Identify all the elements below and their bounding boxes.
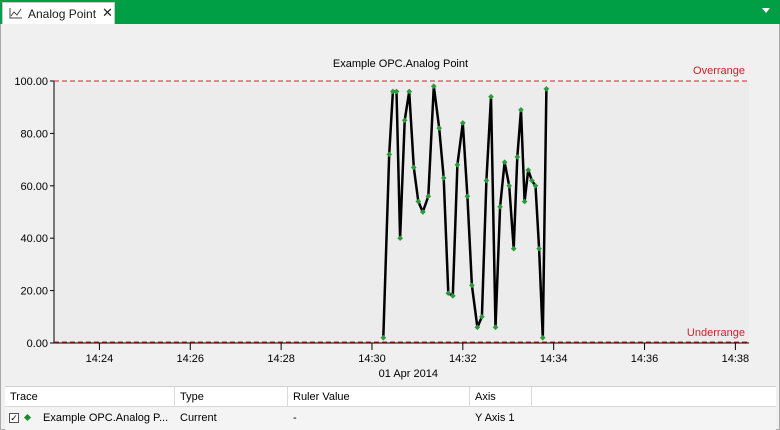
data-point — [459, 120, 466, 126]
data-point — [450, 293, 456, 299]
data-point — [525, 167, 532, 173]
tab-analog-point[interactable]: Analog Point ✕ — [2, 2, 115, 24]
y-tick-label: 60.00 — [20, 181, 48, 193]
data-point — [543, 86, 550, 92]
trace-marker-icon — [23, 413, 32, 422]
chart-area[interactable]: Overrange Underrange Example OPC.Analog … — [5, 49, 776, 383]
table-row[interactable]: ✓ Example OPC.Analog P... Current - Y Ax… — [5, 408, 776, 428]
data-point — [501, 159, 508, 166]
data-point — [483, 177, 490, 184]
data-point — [401, 117, 408, 124]
data-point — [406, 88, 413, 95]
data-point — [518, 106, 524, 113]
data-point — [510, 245, 517, 252]
close-icon[interactable]: ✕ — [102, 5, 113, 20]
data-point — [497, 203, 503, 210]
x-tick-label: 14:34 — [540, 353, 568, 365]
x-tick-label: 14:30 — [358, 353, 386, 365]
column-header-trace[interactable]: Trace — [5, 387, 175, 407]
series-line — [382, 84, 548, 340]
data-point — [386, 151, 393, 158]
line-chart-icon — [9, 8, 22, 19]
underrange-label: Underrange — [687, 327, 745, 339]
x-axis-label: 01 Apr 2014 — [379, 368, 438, 380]
data-point — [474, 324, 481, 331]
chevron-down-icon[interactable] — [762, 8, 770, 13]
data-point — [532, 182, 539, 189]
data-point — [445, 290, 452, 297]
column-header-ruler-value[interactable]: Ruler Value — [288, 387, 470, 407]
data-point — [506, 182, 512, 189]
data-point — [390, 88, 396, 95]
y-tick-label: 40.00 — [20, 233, 48, 245]
column-header-axis[interactable]: Axis — [470, 387, 532, 407]
y-tick-label: 0.00 — [27, 338, 48, 350]
data-point — [397, 235, 403, 242]
data-point — [410, 164, 417, 171]
data-point — [539, 334, 546, 341]
data-point — [425, 193, 432, 200]
trace-type: Current — [180, 412, 217, 424]
data-point — [479, 313, 485, 320]
x-tick-label: 14:28 — [267, 353, 295, 365]
overrange-label: Overrange — [693, 65, 745, 77]
data-point — [415, 198, 422, 205]
data-point — [440, 175, 447, 181]
data-point — [492, 324, 499, 331]
data-point — [393, 88, 400, 95]
tab-bar: Analog Point ✕ — [0, 0, 780, 24]
trace-table: Trace Type Ruler Value Axis ✓ Example OP… — [5, 386, 776, 430]
data-point — [436, 125, 443, 131]
x-tick-label: 14:36 — [631, 353, 659, 365]
trend-panel: Overrange Underrange Example OPC.Analog … — [0, 24, 780, 430]
data-point — [380, 334, 387, 341]
chart-title: Example OPC.Analog Point — [333, 58, 468, 70]
trace-axis: Y Axis 1 — [475, 412, 515, 424]
tab-label: Analog Point — [28, 7, 97, 21]
x-tick-label: 14:38 — [722, 353, 750, 365]
data-point — [529, 177, 535, 184]
data-point — [420, 209, 426, 215]
x-tick-label: 14:26 — [177, 353, 205, 365]
y-tick-label: 20.00 — [20, 286, 48, 298]
y-tick-label: 100.00 — [14, 76, 48, 88]
data-point — [469, 282, 475, 289]
data-point — [536, 245, 542, 252]
data-point — [464, 193, 471, 200]
data-point — [454, 162, 461, 168]
column-header-type[interactable]: Type — [175, 387, 288, 407]
x-tick-label: 14:32 — [449, 353, 477, 365]
trend-chart[interactable]: Overrange Underrange Example OPC.Analog … — [5, 49, 776, 383]
data-point — [521, 198, 528, 205]
x-tick-label: 14:24 — [86, 353, 114, 365]
trace-visibility-checkbox[interactable]: ✓ — [9, 413, 19, 423]
trace-name: Example OPC.Analog P... — [43, 412, 169, 424]
trace-ruler-value: - — [293, 412, 297, 424]
y-tick-label: 80.00 — [20, 128, 48, 140]
table-header: Trace Type Ruler Value Axis — [5, 387, 776, 407]
data-point — [430, 83, 437, 90]
